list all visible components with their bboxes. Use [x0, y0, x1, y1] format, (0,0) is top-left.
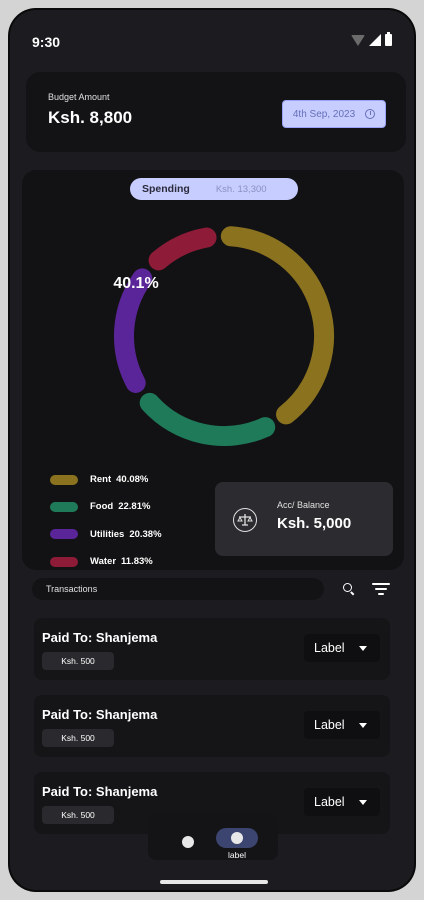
spending-pill: Spending Ksh. 13,300	[130, 178, 298, 200]
legend-pct: 22.81%	[118, 501, 151, 513]
nav-item-active[interactable]	[216, 828, 258, 848]
donut-segment-utilities	[114, 268, 153, 393]
balance-scale-icon	[233, 508, 257, 532]
search-label: Transactions	[46, 584, 98, 594]
legend-item: Rent 40.08%	[50, 466, 162, 493]
budget-amount: Ksh. 8,800	[48, 108, 133, 127]
transaction-amount: Ksh. 500	[42, 806, 114, 824]
status-bar: 9:30	[10, 10, 414, 66]
wifi-icon	[351, 34, 365, 46]
label-dropdown-text: Label	[314, 795, 345, 809]
transaction-amount: Ksh. 500	[42, 652, 114, 670]
balance-label: Acc/ Balance	[277, 500, 330, 510]
transaction-amount: Ksh. 500	[42, 729, 114, 747]
spending-amount: Ksh. 13,300	[215, 183, 267, 195]
label-dropdown[interactable]: Label	[304, 634, 380, 662]
phone-frame: 9:30 Budget Amount Ksh. 8,800 4th Sep, 2…	[8, 8, 416, 892]
legend-item: Food 22.81%	[50, 493, 162, 520]
caret-down-icon	[358, 645, 367, 651]
bottom-navigation: label	[148, 814, 278, 860]
donut-segment-water	[148, 227, 217, 271]
signal-icon	[369, 34, 381, 46]
legend-swatch	[50, 501, 78, 512]
date-text: 4th Sep, 2023	[292, 108, 356, 120]
date-picker-button[interactable]: 4th Sep, 2023	[282, 100, 386, 128]
status-time: 9:30	[32, 34, 61, 50]
balance-card: Acc/ Balance Ksh. 5,000	[215, 482, 393, 556]
label-dropdown-text: Label	[314, 718, 345, 732]
transactions-search-input[interactable]: Transactions	[32, 578, 324, 600]
status-icons	[351, 32, 392, 46]
app-screen: 9:30 Budget Amount Ksh. 8,800 4th Sep, 2…	[10, 10, 414, 890]
label-dropdown-text: Label	[314, 641, 345, 655]
budget-label: Budget Amount	[48, 92, 110, 102]
chart-legend: Rent 40.08% Food 22.81% Utilities 20.38% Water…	[50, 466, 162, 575]
legend-swatch	[50, 474, 78, 485]
transaction-card[interactable]: Paid To: Shanjema Ksh. 500 Label	[34, 618, 390, 680]
battery-icon	[385, 32, 392, 46]
transaction-card[interactable]: Paid To: Shanjema Ksh. 500 Label	[34, 695, 390, 757]
clock-icon	[365, 109, 376, 119]
donut-segment-food	[139, 392, 276, 446]
legend-item: Utilities 20.38%	[50, 521, 162, 548]
legend-pct: 20.38%	[129, 528, 162, 540]
caret-down-icon	[358, 799, 367, 805]
spending-donut-chart	[114, 226, 334, 446]
transaction-title: Paid To: Shanjema	[42, 707, 158, 722]
spending-chart-card: Spending Ksh. 13,300 40.1% Rent 40.08% Foo…	[22, 170, 404, 570]
nav-dot-icon	[231, 832, 243, 844]
home-indicator[interactable]	[160, 880, 268, 884]
caret-down-icon	[358, 722, 367, 728]
filter-icon[interactable]	[372, 582, 390, 596]
legend-item: Water 11.83%	[50, 548, 162, 575]
legend-pct: 11.83%	[121, 556, 153, 568]
search-icon[interactable]	[342, 582, 356, 596]
nav-item-1-icon[interactable]	[182, 836, 194, 848]
label-dropdown[interactable]: Label	[304, 788, 380, 816]
transaction-title: Paid To: Shanjema	[42, 784, 158, 799]
donut-segment-rent	[220, 226, 334, 425]
legend-swatch	[50, 529, 78, 540]
donut-center-value: 40.1%	[113, 275, 159, 292]
legend-swatch	[50, 556, 78, 567]
legend-pct: 40.08%	[116, 474, 149, 486]
legend-name: Utilities	[90, 528, 125, 540]
balance-amount: Ksh. 5,000	[277, 515, 352, 532]
legend-name: Rent	[90, 474, 112, 486]
spending-label: Spending	[142, 183, 190, 195]
legend-name: Food	[90, 501, 114, 513]
nav-active-label: label	[228, 850, 246, 860]
legend-name: Water	[90, 556, 117, 568]
budget-card: Budget Amount Ksh. 8,800 4th Sep, 2023	[26, 72, 406, 152]
label-dropdown[interactable]: Label	[304, 711, 380, 739]
transaction-title: Paid To: Shanjema	[42, 630, 158, 645]
